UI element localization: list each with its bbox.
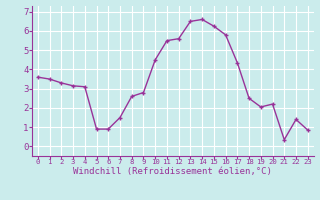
X-axis label: Windchill (Refroidissement éolien,°C): Windchill (Refroidissement éolien,°C) bbox=[73, 167, 272, 176]
